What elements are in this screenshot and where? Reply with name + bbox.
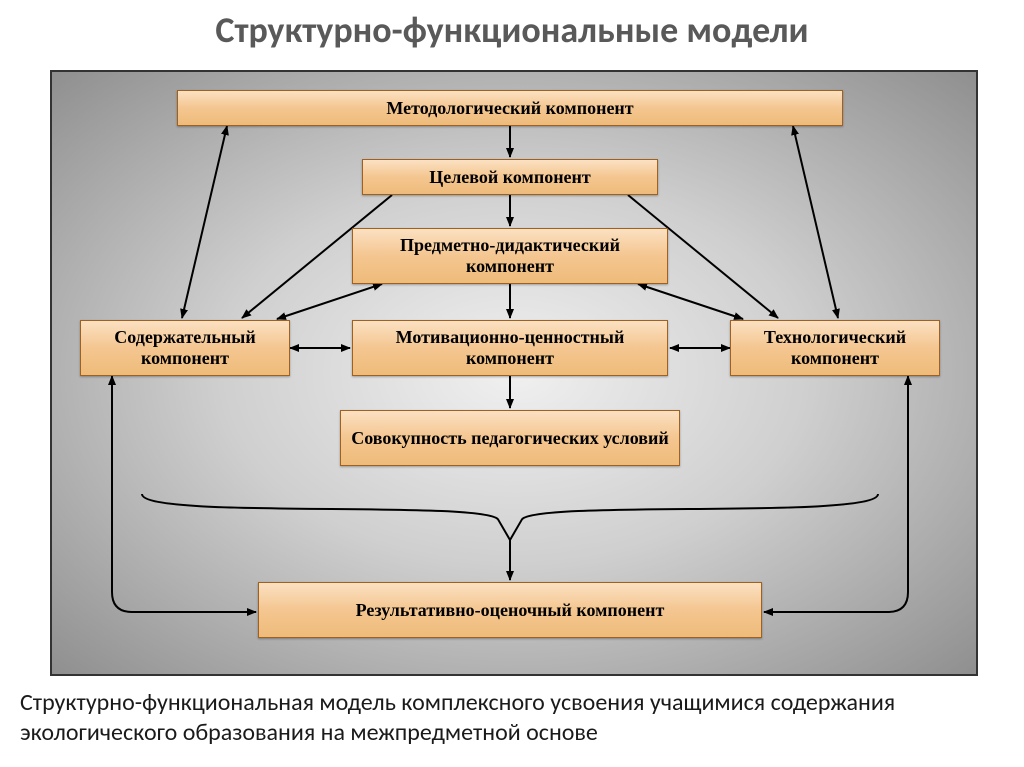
- node-target: Целевой компонент: [362, 159, 658, 195]
- node-technological: Технологический компонент: [730, 320, 940, 376]
- slide-title: Структурно-функциональные модели: [0, 8, 1024, 52]
- diagram-frame: Методологический компонент Целевой компон…: [50, 70, 978, 676]
- node-didactic: Предметно-дидактический компонент: [352, 228, 668, 284]
- node-conditions: Совокупность педагогических условий: [340, 410, 680, 466]
- slide: Структурно-функциональные модели Методол…: [0, 0, 1024, 767]
- node-result: Результативно-оценочный компонент: [258, 582, 762, 638]
- node-methodological: Методологический компонент: [177, 90, 843, 126]
- node-content: Содержательный компонент: [80, 320, 290, 376]
- slide-caption: Структурно-функциональная модель комплек…: [20, 688, 1004, 748]
- node-motivational: Мотивационно-ценностный компонент: [352, 320, 668, 376]
